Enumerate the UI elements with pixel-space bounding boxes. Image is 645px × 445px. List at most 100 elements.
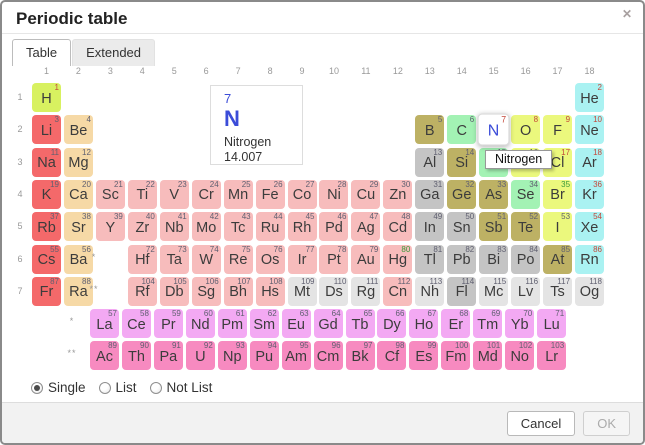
element-cell-V[interactable]: 23 V xyxy=(159,179,189,209)
element-cell-Nh[interactable]: 113 Nh xyxy=(415,276,445,306)
element-cell-Ti[interactable]: 22 Ti xyxy=(127,179,157,209)
element-cell-W[interactable]: 74 W xyxy=(191,244,221,274)
radio-button-icon[interactable] xyxy=(31,381,43,394)
element-cell-Ir[interactable]: 77 Ir xyxy=(287,244,317,274)
element-cell-Nd[interactable]: 60 Nd xyxy=(185,309,215,338)
element-cell-Pr[interactable]: 59 Pr xyxy=(153,309,183,338)
element-cell-Mc[interactable]: 115 Mc xyxy=(479,276,509,306)
element-cell-Mg[interactable]: 12 Mg xyxy=(63,147,93,177)
element-cell-Tm[interactable]: 69 Tm xyxy=(473,309,503,338)
element-cell-Pa[interactable]: 91 Pa xyxy=(153,341,183,370)
element-cell-Cm[interactable]: 96 Cm xyxy=(313,341,343,370)
element-cell-Ds[interactable]: 110 Ds xyxy=(319,276,349,306)
element-cell-Fl[interactable]: 114 Fl xyxy=(447,276,477,306)
element-cell-Sr[interactable]: 38 Sr xyxy=(63,212,93,242)
element-cell-Lr[interactable]: 103 Lr xyxy=(537,341,567,370)
element-cell-Ag[interactable]: 47 Ag xyxy=(351,212,381,242)
element-cell-Ho[interactable]: 67 Ho xyxy=(409,309,439,338)
element-cell-Pd[interactable]: 46 Pd xyxy=(319,212,349,242)
element-cell-No[interactable]: 102 No xyxy=(505,341,535,370)
element-cell-Xe[interactable]: 54 Xe xyxy=(574,212,604,242)
element-cell-Sc[interactable]: 21 Sc xyxy=(95,179,125,209)
radio-button-icon[interactable] xyxy=(98,381,111,394)
element-cell-Fr[interactable]: 87 Fr xyxy=(32,276,61,306)
element-cell-Ba[interactable]: 56 Ba xyxy=(63,244,93,274)
element-cell-Cr[interactable]: 24 Cr xyxy=(191,179,221,209)
element-cell-I[interactable]: 53 I xyxy=(543,212,573,242)
element-cell-Tb[interactable]: 65 Tb xyxy=(345,309,375,338)
element-cell-Cs[interactable]: 55 Cs xyxy=(32,244,61,274)
element-cell-Nb[interactable]: 41 Nb xyxy=(159,212,189,242)
element-cell-Bk[interactable]: 97 Bk xyxy=(345,341,375,370)
tab-table[interactable]: Table xyxy=(12,39,72,66)
element-cell-Db[interactable]: 105 Db xyxy=(159,276,189,306)
element-cell-Mo[interactable]: 42 Mo xyxy=(191,212,221,242)
element-cell-Po[interactable]: 84 Po xyxy=(511,244,541,274)
element-cell-Pu[interactable]: 94 Pu xyxy=(249,341,279,370)
element-cell-Ge[interactable]: 32 Ge xyxy=(447,179,477,209)
element-cell-Si[interactable]: 14 Si xyxy=(447,147,477,177)
element-cell-Ga[interactable]: 31 Ga xyxy=(415,179,445,209)
element-cell-Lu[interactable]: 71 Lu xyxy=(537,309,567,338)
element-cell-Na[interactable]: 11 Na xyxy=(32,147,61,177)
element-cell-Os[interactable]: 76 Os xyxy=(255,244,285,274)
radio-single[interactable]: Single xyxy=(31,380,86,395)
element-cell-Hf[interactable]: 72 Hf xyxy=(127,244,157,274)
element-cell-Mt[interactable]: 109 Mt xyxy=(287,276,317,306)
element-cell-At[interactable]: 85 At xyxy=(543,244,573,274)
radio-list[interactable]: List xyxy=(98,380,137,395)
element-cell-Mn[interactable]: 25 Mn xyxy=(223,179,253,209)
element-cell-Lv[interactable]: 116 Lv xyxy=(511,276,541,306)
element-cell-Am[interactable]: 95 Am xyxy=(281,341,311,370)
element-cell-Pm[interactable]: 61 Pm xyxy=(217,309,247,338)
element-cell-Re[interactable]: 75 Re xyxy=(223,244,253,274)
element-cell-Co[interactable]: 27 Co xyxy=(287,179,317,209)
element-cell-Be[interactable]: 4 Be xyxy=(63,115,93,145)
element-cell-Al[interactable]: 13 Al xyxy=(415,147,445,177)
element-cell-Sn[interactable]: 50 Sn xyxy=(447,212,477,242)
element-cell-Fm[interactable]: 100 Fm xyxy=(441,341,471,370)
element-cell-Ar[interactable]: 18 Ar xyxy=(574,147,604,177)
element-cell-Rn[interactable]: 86 Rn xyxy=(574,244,604,274)
radio-button-icon[interactable] xyxy=(149,381,162,394)
element-cell-Cd[interactable]: 48 Cd xyxy=(383,212,413,242)
radio-not-list[interactable]: Not List xyxy=(149,380,212,395)
element-cell-Gd[interactable]: 64 Gd xyxy=(313,309,343,338)
element-cell-Pb[interactable]: 82 Pb xyxy=(447,244,477,274)
element-cell-Ac[interactable]: 89 Ac xyxy=(90,341,119,370)
element-cell-La[interactable]: 57 La xyxy=(90,309,119,338)
element-cell-Ce[interactable]: 58 Ce xyxy=(121,309,151,338)
element-cell-Kr[interactable]: 36 Kr xyxy=(574,179,604,209)
tab-extended[interactable]: Extended xyxy=(72,39,156,66)
element-cell-Tl[interactable]: 81 Tl xyxy=(415,244,445,274)
element-cell-As[interactable]: 33 As xyxy=(479,179,509,209)
element-cell-Se[interactable]: 34 Se xyxy=(511,179,541,209)
element-cell-Ts[interactable]: 117 Ts xyxy=(543,276,573,306)
element-cell-He[interactable]: 2 He xyxy=(574,83,604,112)
element-cell-Cn[interactable]: 112 Cn xyxy=(383,276,413,306)
element-cell-Rb[interactable]: 37 Rb xyxy=(32,212,61,242)
close-icon[interactable]: ✕ xyxy=(621,7,632,21)
element-cell-Rf[interactable]: 104 Rf xyxy=(127,276,157,306)
element-cell-Zr[interactable]: 40 Zr xyxy=(127,212,157,242)
ok-button[interactable]: OK xyxy=(583,410,630,436)
element-cell-Ru[interactable]: 44 Ru xyxy=(255,212,285,242)
element-cell-Ni[interactable]: 28 Ni xyxy=(319,179,349,209)
element-cell-Eu[interactable]: 63 Eu xyxy=(281,309,311,338)
element-cell-Md[interactable]: 101 Md xyxy=(473,341,503,370)
element-cell-Sb[interactable]: 51 Sb xyxy=(479,212,509,242)
cancel-button[interactable]: Cancel xyxy=(506,410,576,436)
element-cell-Te[interactable]: 52 Te xyxy=(511,212,541,242)
element-cell-Th[interactable]: 90 Th xyxy=(121,341,151,370)
element-cell-Pt[interactable]: 78 Pt xyxy=(319,244,349,274)
element-cell-Yb[interactable]: 70 Yb xyxy=(505,309,535,338)
element-cell-Ta[interactable]: 73 Ta xyxy=(159,244,189,274)
element-cell-Rg[interactable]: 111 Rg xyxy=(351,276,381,306)
element-cell-Ca[interactable]: 20 Ca xyxy=(63,179,93,209)
element-cell-Tc[interactable]: 43 Tc xyxy=(223,212,253,242)
